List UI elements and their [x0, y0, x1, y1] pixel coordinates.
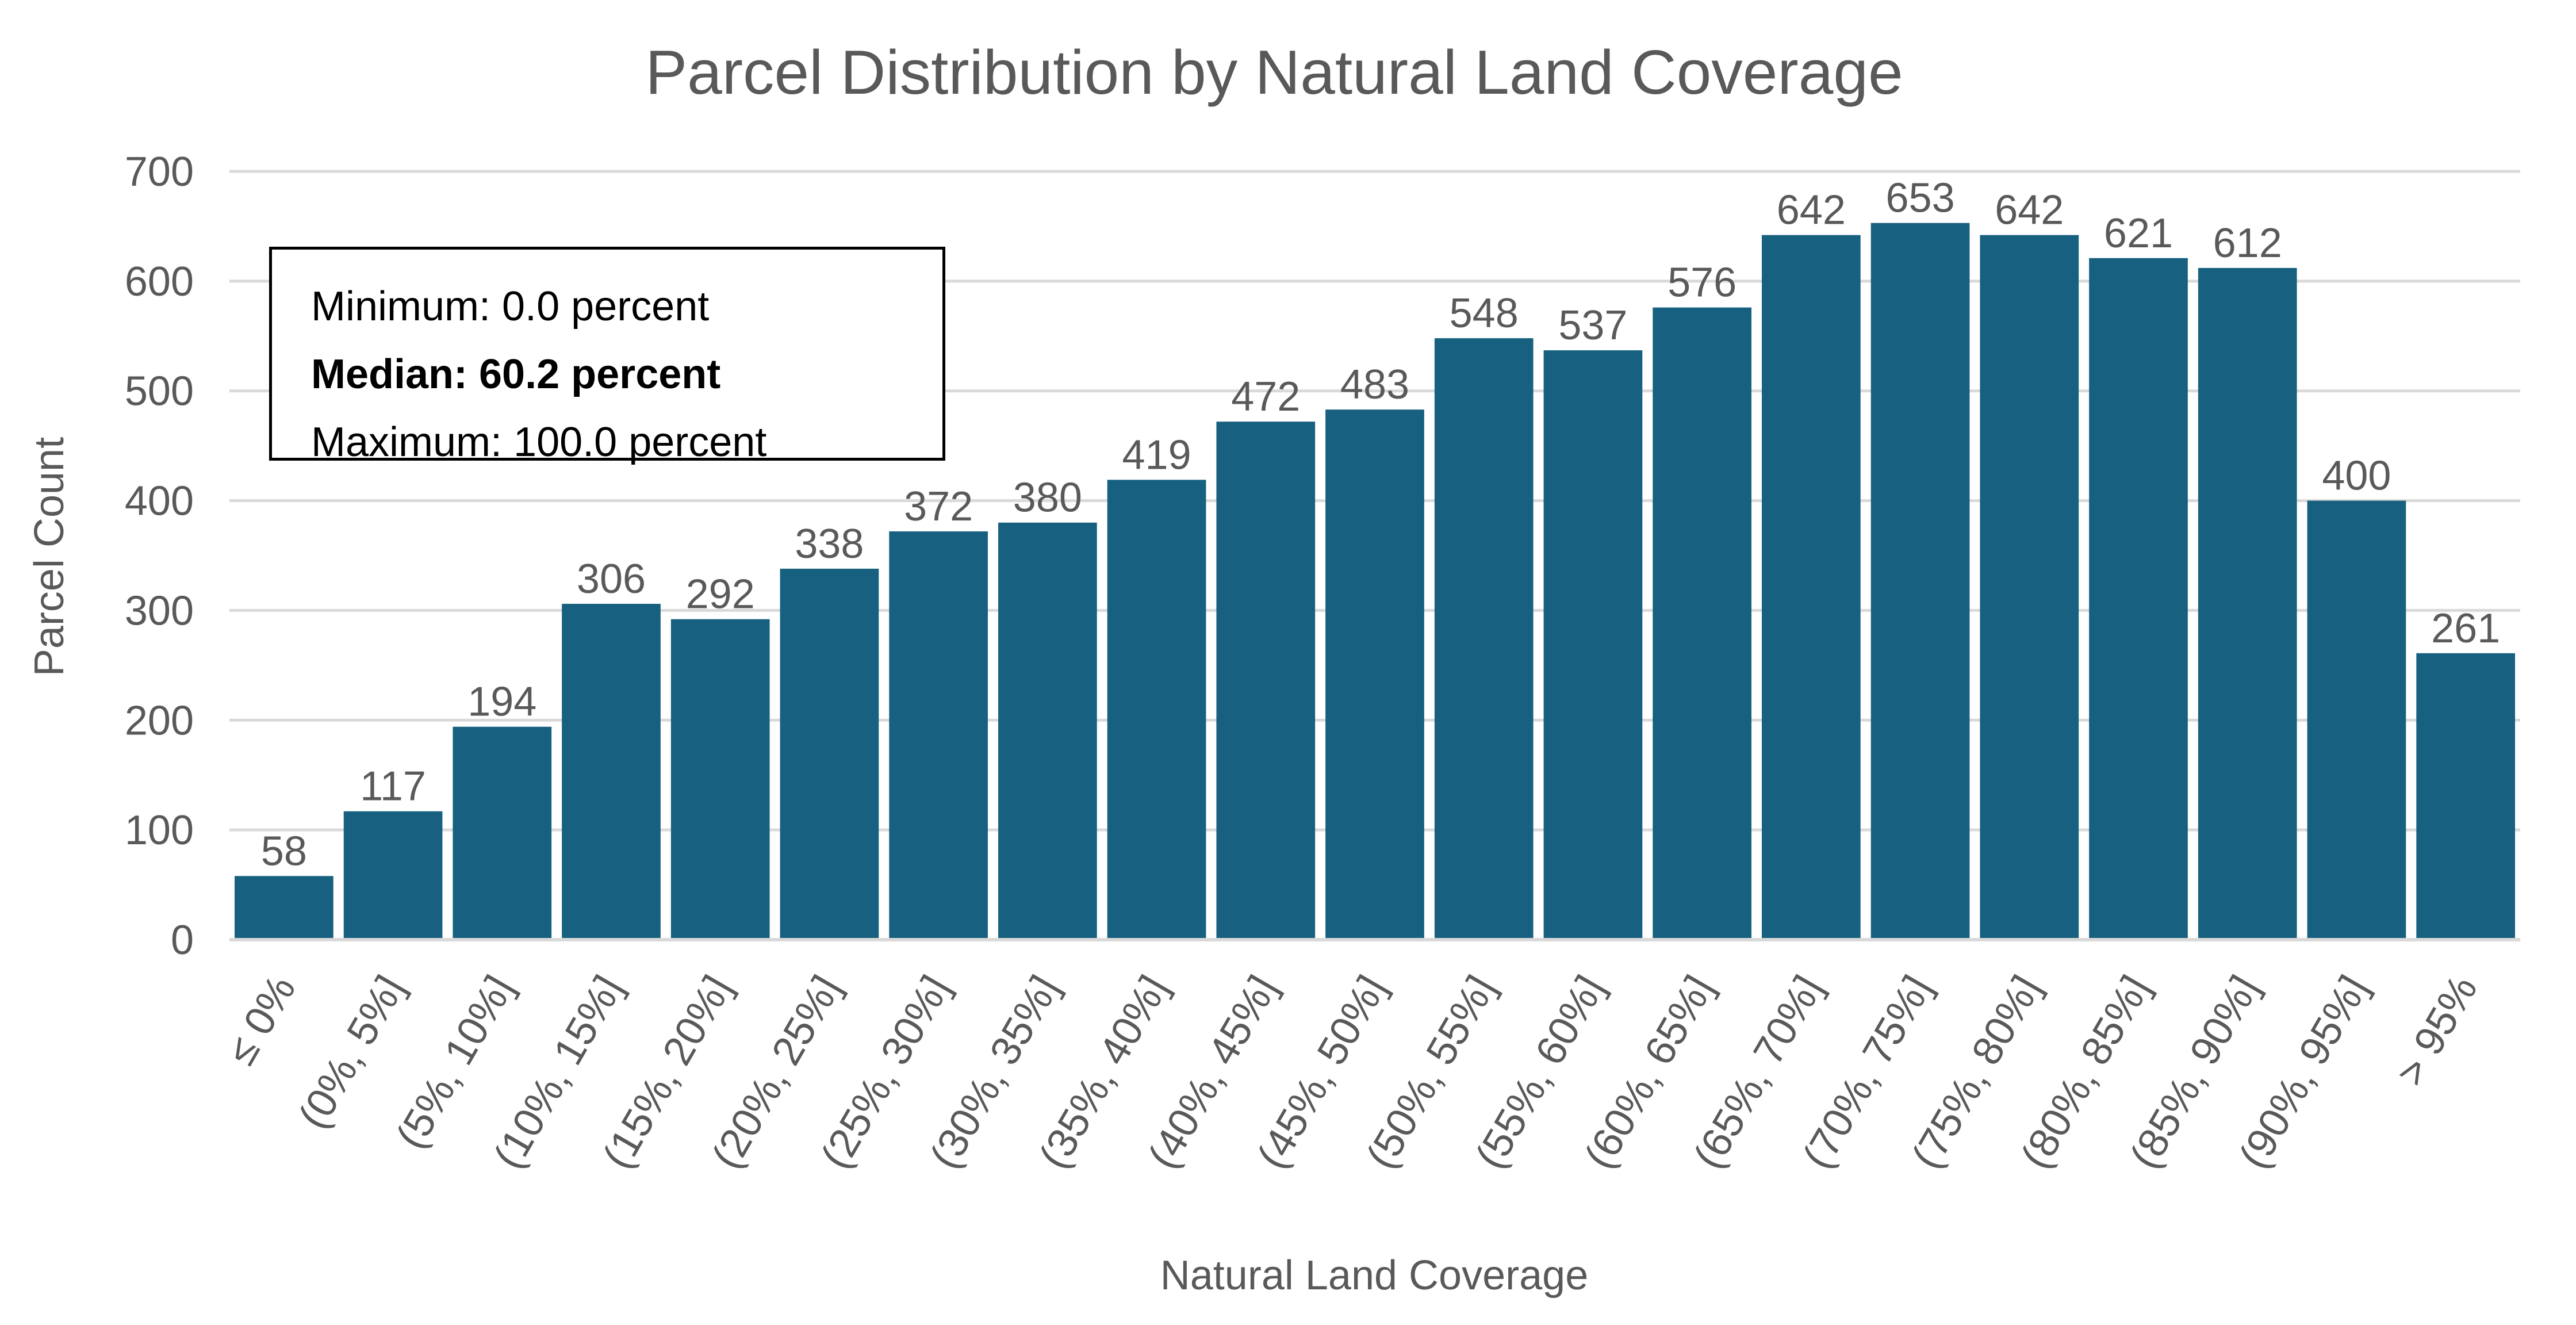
- data-label: 117: [360, 764, 426, 810]
- x-tick-label: (0%, 5%]: [290, 968, 413, 1136]
- bar: [780, 568, 879, 940]
- data-label: 537: [1558, 302, 1627, 349]
- data-label: 380: [1013, 475, 1082, 521]
- data-label: 621: [2104, 210, 2173, 256]
- data-label: 372: [904, 484, 973, 530]
- bar: [1653, 307, 1751, 940]
- data-label: 483: [1340, 362, 1409, 408]
- bar: [1762, 235, 1861, 940]
- x-tick-label: ≤ 0%: [218, 968, 305, 1073]
- data-label: 261: [2431, 606, 2500, 652]
- data-label: 576: [1667, 260, 1736, 306]
- y-tick-label: 400: [125, 478, 194, 524]
- bar: [2416, 653, 2515, 940]
- data-label: 642: [1777, 187, 1846, 233]
- data-labels: 58 117 194 306 292 338 372 380 419 472 483 548 537 57…: [261, 175, 2500, 875]
- data-label: 612: [2213, 220, 2282, 266]
- bar: [235, 876, 334, 940]
- bar: [1434, 338, 1534, 940]
- data-label: 548: [1450, 290, 1519, 336]
- data-label: 400: [2322, 453, 2391, 499]
- y-tick-label: 500: [125, 369, 194, 415]
- y-axis-label: Parcel Count: [26, 437, 72, 676]
- y-axis-ticks: 0 100 200 300 400 500 600 700: [125, 149, 194, 963]
- bar: [1325, 409, 1424, 940]
- bar: [1543, 350, 1643, 940]
- bar: [562, 603, 661, 940]
- data-label: 653: [1886, 175, 1955, 221]
- bar: [1870, 223, 1970, 940]
- bar: [1107, 480, 1206, 940]
- data-label: 472: [1231, 374, 1300, 420]
- stats-box: Minimum: 0.0 percent Median: 60.2 percen…: [269, 247, 945, 465]
- y-tick-label: 200: [125, 698, 194, 744]
- bar: [889, 531, 988, 940]
- stat-maximum: Maximum: 100.0 percent: [311, 419, 767, 465]
- data-label: 419: [1122, 432, 1191, 478]
- y-tick-label: 0: [171, 917, 194, 963]
- bar: [1216, 422, 1316, 940]
- data-label: 194: [467, 679, 536, 725]
- stat-median: Median: 60.2 percent: [311, 351, 721, 397]
- bar: [2198, 267, 2297, 940]
- bars: [235, 223, 2515, 940]
- bar: [998, 522, 1097, 940]
- data-label: 642: [1995, 187, 2064, 233]
- chart-title: Parcel Distribution by Natural Land Cove…: [645, 37, 1903, 108]
- stat-minimum: Minimum: 0.0 percent: [311, 284, 710, 330]
- y-tick-label: 700: [125, 149, 194, 195]
- x-axis-label: Natural Land Coverage: [1160, 1253, 1588, 1299]
- bar: [670, 619, 770, 940]
- bar: [343, 811, 443, 940]
- bar: [2089, 258, 2188, 940]
- data-label: 338: [795, 521, 864, 567]
- x-axis-categories: ≤ 0%(0%, 5%](5%, 10%](10%, 15%](15%, 20%…: [218, 968, 2486, 1176]
- bar: [2307, 500, 2406, 940]
- data-label: 306: [577, 556, 646, 602]
- x-tick-label: > 95%: [2387, 968, 2486, 1094]
- y-tick-label: 100: [125, 807, 194, 853]
- data-label: 58: [261, 828, 307, 874]
- data-label: 292: [686, 572, 755, 618]
- y-tick-label: 600: [125, 259, 194, 305]
- bar: [1980, 235, 2079, 940]
- y-tick-label: 300: [125, 588, 194, 634]
- bar: [453, 726, 552, 940]
